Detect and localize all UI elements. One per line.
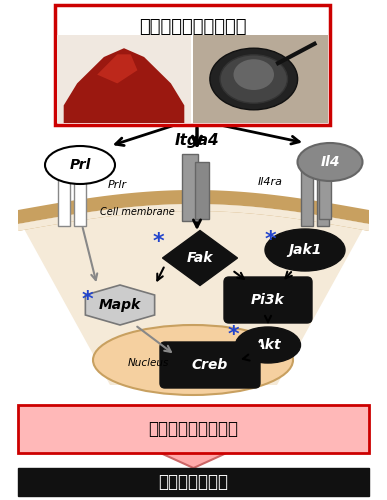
Text: Pi3k: Pi3k (251, 293, 285, 307)
Text: Prlr: Prlr (108, 180, 127, 190)
Polygon shape (86, 285, 155, 325)
Text: Itga4: Itga4 (175, 132, 219, 148)
Polygon shape (97, 54, 137, 84)
FancyBboxPatch shape (57, 35, 191, 123)
Polygon shape (163, 230, 238, 285)
Ellipse shape (265, 229, 345, 271)
FancyBboxPatch shape (58, 174, 70, 226)
FancyBboxPatch shape (301, 169, 313, 226)
Ellipse shape (298, 143, 363, 181)
Text: アスタキサンチン摂取: アスタキサンチン摂取 (139, 18, 246, 36)
Text: *: * (227, 325, 239, 345)
Text: Prl: Prl (69, 158, 91, 172)
Text: 神経新生の促進効果: 神経新生の促進効果 (148, 420, 238, 438)
Text: 海馬機能の向上: 海馬機能の向上 (158, 473, 228, 491)
Polygon shape (18, 204, 369, 231)
FancyBboxPatch shape (74, 174, 86, 226)
Ellipse shape (45, 146, 115, 184)
Polygon shape (139, 443, 248, 468)
FancyBboxPatch shape (57, 35, 191, 123)
Ellipse shape (210, 48, 298, 110)
Text: Fak: Fak (187, 251, 213, 265)
FancyBboxPatch shape (195, 162, 209, 219)
Text: Nucleus: Nucleus (127, 358, 169, 368)
Text: Jak1: Jak1 (288, 243, 322, 257)
Ellipse shape (93, 325, 293, 395)
FancyBboxPatch shape (18, 405, 369, 453)
FancyBboxPatch shape (317, 169, 329, 226)
FancyBboxPatch shape (160, 342, 260, 388)
FancyBboxPatch shape (319, 147, 331, 219)
FancyBboxPatch shape (18, 468, 369, 496)
Ellipse shape (236, 327, 300, 363)
Text: Il4: Il4 (320, 155, 340, 169)
FancyBboxPatch shape (182, 154, 198, 221)
Text: Cell membrane: Cell membrane (100, 207, 175, 217)
Text: *: * (81, 290, 93, 310)
Polygon shape (18, 198, 369, 385)
Text: Creb: Creb (192, 358, 228, 372)
FancyBboxPatch shape (55, 5, 330, 125)
Text: *: * (264, 230, 276, 250)
Ellipse shape (220, 55, 288, 103)
Polygon shape (18, 190, 369, 224)
FancyBboxPatch shape (193, 35, 328, 123)
Text: Mapk: Mapk (99, 298, 141, 312)
Text: *: * (152, 232, 164, 252)
Ellipse shape (233, 59, 274, 90)
Text: Il4ra: Il4ra (258, 177, 283, 187)
Polygon shape (64, 48, 184, 123)
Text: Akt: Akt (255, 338, 281, 352)
Polygon shape (18, 204, 369, 231)
FancyBboxPatch shape (224, 277, 312, 323)
